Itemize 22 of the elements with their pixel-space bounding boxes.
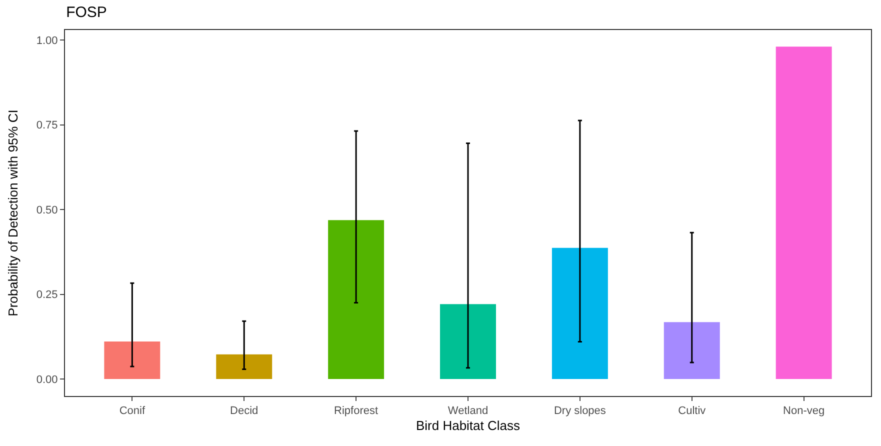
y-tick-label: 0.50: [36, 204, 58, 216]
y-tick-label: 0.25: [36, 289, 58, 302]
y-tick-label: 1.00: [36, 35, 58, 48]
x-tick-label: Non-veg: [783, 405, 825, 418]
bar: [552, 248, 608, 380]
x-tick-label: Wetland: [448, 405, 488, 418]
bar: [216, 354, 272, 380]
bar: [104, 341, 160, 380]
x-tick-label: Ripforest: [334, 405, 378, 418]
y-axis-title: Probability of Detection with 95% CI: [5, 110, 20, 316]
x-tick-label: Cultiv: [678, 405, 706, 418]
y-tick-label: 0.75: [36, 120, 58, 132]
y-tick-label: 0.00: [36, 374, 58, 386]
bar: [776, 46, 832, 380]
x-tick-label: Decid: [230, 405, 258, 418]
bar: [440, 304, 496, 380]
bar: [328, 220, 384, 380]
bar: [664, 322, 720, 380]
x-tick-label: Dry slopes: [554, 405, 606, 418]
chart-title: FOSP: [66, 4, 107, 22]
x-axis-title: Bird Habitat Class: [416, 418, 521, 433]
x-tick-label: Conif: [119, 405, 146, 418]
